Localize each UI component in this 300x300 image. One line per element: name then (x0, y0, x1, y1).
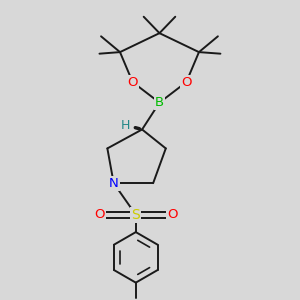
Text: O: O (181, 76, 192, 88)
Text: S: S (131, 208, 140, 222)
Text: O: O (94, 208, 105, 221)
Text: O: O (167, 208, 177, 221)
Text: B: B (155, 96, 164, 109)
Text: O: O (128, 76, 138, 88)
Text: N: N (109, 177, 118, 190)
Text: H: H (121, 119, 130, 132)
